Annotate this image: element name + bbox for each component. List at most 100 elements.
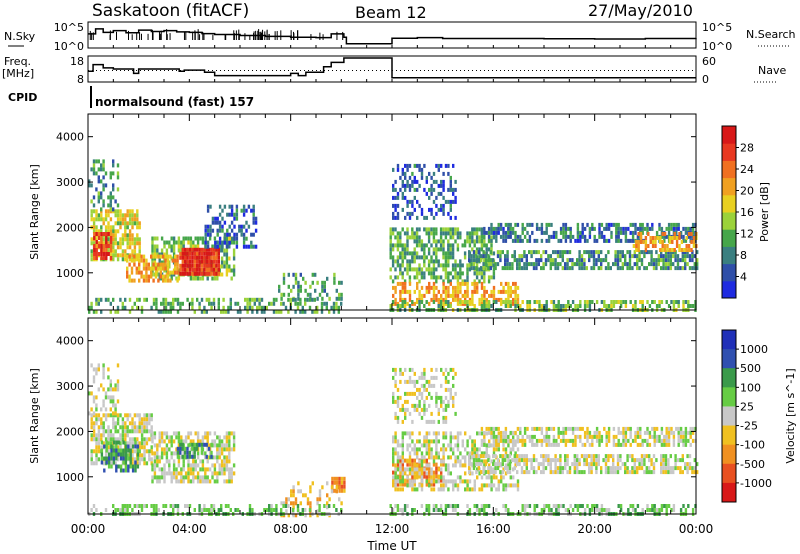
heat-cell bbox=[290, 489, 293, 494]
heat-cell bbox=[523, 266, 526, 271]
heat-cell bbox=[454, 271, 457, 276]
heat-cell bbox=[119, 433, 122, 438]
heat-cell bbox=[408, 263, 412, 268]
heat-cell bbox=[128, 257, 132, 262]
heat-cell bbox=[483, 285, 486, 290]
heat-cell bbox=[688, 462, 692, 467]
heat-cell bbox=[193, 309, 196, 314]
heat-cell bbox=[107, 244, 110, 248]
heat-cell bbox=[640, 258, 644, 263]
heat-cell bbox=[401, 289, 404, 294]
heat-cell bbox=[487, 263, 491, 268]
heat-cell bbox=[535, 442, 539, 447]
heat-cell bbox=[628, 266, 632, 271]
heat-cell bbox=[394, 439, 397, 444]
heat-cell bbox=[164, 266, 167, 271]
heat-cell bbox=[189, 439, 193, 444]
heat-cell bbox=[151, 435, 154, 440]
heat-cell bbox=[406, 504, 409, 508]
heat-cell bbox=[212, 251, 216, 256]
heat-cell bbox=[504, 300, 508, 304]
heat-cell bbox=[590, 470, 593, 475]
heat-cell bbox=[603, 226, 606, 231]
heat-cell bbox=[394, 487, 397, 492]
heat-cell bbox=[411, 458, 414, 463]
heat-cell bbox=[423, 467, 426, 472]
heat-cell bbox=[612, 304, 616, 308]
heat-cell bbox=[230, 236, 234, 241]
heat-cell bbox=[194, 276, 197, 281]
heat-cell bbox=[223, 264, 226, 269]
heat-cell bbox=[183, 450, 187, 455]
heat-cell bbox=[411, 203, 414, 208]
heat-cell bbox=[640, 454, 644, 459]
heat-cell bbox=[309, 513, 312, 518]
heat-cell bbox=[435, 279, 438, 284]
heat-cell bbox=[403, 247, 407, 252]
heat-cell bbox=[487, 442, 491, 447]
heat-cell bbox=[449, 207, 452, 212]
heat-cell bbox=[600, 438, 604, 443]
heat-cell bbox=[136, 429, 139, 434]
heat-cell bbox=[392, 167, 395, 172]
heat-cell bbox=[418, 474, 421, 479]
heat-cell bbox=[221, 216, 224, 221]
heat-cell bbox=[578, 462, 581, 467]
heat-cell bbox=[461, 263, 464, 268]
heat-cell bbox=[213, 443, 217, 448]
heat-cell bbox=[557, 304, 560, 308]
heat-cell bbox=[287, 292, 290, 297]
heat-cell bbox=[430, 439, 433, 444]
heat-cell bbox=[223, 447, 226, 452]
heat-cell bbox=[466, 281, 469, 286]
heat-cell bbox=[499, 300, 503, 304]
heat-cell bbox=[626, 470, 629, 475]
heat-cell bbox=[176, 450, 180, 455]
heat-cell bbox=[689, 434, 692, 439]
heat-cell bbox=[304, 280, 307, 285]
heat-cell bbox=[598, 226, 601, 231]
heat-cell bbox=[456, 279, 460, 284]
heat-cell bbox=[389, 275, 392, 280]
heat-cell bbox=[389, 247, 392, 252]
heat-cell bbox=[500, 475, 503, 480]
heat-cell bbox=[622, 226, 625, 231]
heat-cell bbox=[432, 462, 436, 467]
heat-cell bbox=[401, 475, 404, 480]
heat-cell bbox=[456, 289, 460, 294]
heat-cell bbox=[677, 434, 680, 439]
heat-cell bbox=[533, 238, 536, 243]
heat-cell bbox=[671, 248, 674, 252]
heat-cell bbox=[520, 258, 524, 263]
heat-cell bbox=[559, 470, 562, 475]
heat-cell bbox=[211, 471, 214, 476]
heat-cell bbox=[470, 258, 473, 263]
heat-cell bbox=[392, 215, 395, 220]
heat-cell bbox=[468, 487, 472, 492]
heat-cell bbox=[461, 281, 464, 286]
heat-cell bbox=[406, 447, 409, 452]
heat-cell bbox=[204, 467, 207, 472]
heat-cell bbox=[559, 226, 563, 231]
heat-cell bbox=[401, 466, 404, 471]
heat-cell bbox=[449, 255, 452, 260]
heat-cell bbox=[631, 438, 635, 443]
heat-cell bbox=[92, 221, 96, 226]
heat-cell bbox=[440, 478, 443, 483]
heat-cell bbox=[184, 471, 188, 476]
heat-cell bbox=[170, 248, 173, 253]
heat-cell bbox=[114, 233, 117, 238]
heat-cell bbox=[252, 208, 255, 213]
heat-cell bbox=[480, 504, 484, 508]
heat-cell bbox=[523, 504, 527, 508]
heat-cell bbox=[131, 468, 135, 473]
heat-cell bbox=[616, 454, 620, 459]
heat-cell bbox=[502, 434, 505, 439]
heat-cell bbox=[428, 187, 431, 192]
heat-cell bbox=[216, 475, 219, 480]
heat-cell bbox=[406, 167, 409, 172]
heat-cell bbox=[525, 258, 528, 263]
heat-cell bbox=[523, 226, 527, 231]
heat-cell bbox=[292, 508, 295, 512]
heat-cell bbox=[628, 250, 632, 255]
